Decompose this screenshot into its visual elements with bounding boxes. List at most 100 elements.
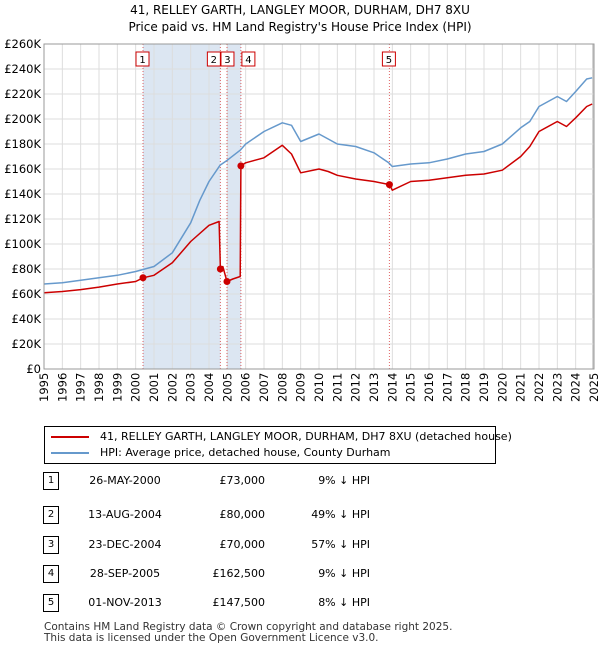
sale-number-badge: 2 [43,506,59,524]
x-tick-label: 1997 [74,373,88,402]
sale-hpi-diff: 9% ↓ HPI [318,567,370,580]
sale-hpi-diff: 49% ↓ HPI [311,508,370,521]
chart-title: 41, RELLEY GARTH, LANGLEY MOOR, DURHAM, … [0,2,600,36]
sale-marker-label: 4 [245,55,251,66]
sale-row: 2 13-AUG-2004 £80,000 49% ↓ HPI [0,506,600,524]
sale-date: 01-NOV-2013 [88,596,162,609]
plot-frame [43,43,595,370]
legend-hpi-label: HPI: Average price, detached house, Coun… [100,446,391,459]
y-tick-label: £140K [4,187,41,201]
y-tick-label: £20K [12,337,42,351]
title-line-1: 41, RELLEY GARTH, LANGLEY MOOR, DURHAM, … [130,3,470,17]
x-tick-label: 1999 [110,373,124,402]
x-tick-label: 1996 [55,373,69,402]
sale-date: 23-DEC-2004 [88,538,162,551]
x-tick-label: 1998 [92,373,106,402]
legend-property-swatch [51,436,89,438]
sale-marker-label: 5 [386,55,392,66]
chart-axes: £0 £20K £40K £60K £80K £100K £120K £140K £160K £1… [4,37,600,402]
sale-marker-label: 1 [139,55,145,66]
hpi-line [43,77,593,285]
sale-marker-label: 2 [211,55,217,66]
legend-property-label: 41, RELLEY GARTH, LANGLEY MOOR, DURHAM, … [100,430,512,443]
sale-price: £73,000 [219,474,266,487]
sale-point [385,181,393,189]
y-tick-label: £100K [4,237,41,251]
y-tick-label: £220K [4,87,41,101]
x-tick-label: 2023 [550,373,564,402]
sale-row: 4 28-SEP-2005 £162,500 9% ↓ HPI [0,565,600,583]
x-tick-label: 2015 [404,373,418,402]
x-tick-label: 2000 [129,373,143,402]
sale-marker-box [220,51,235,67]
sale-number-badge: 4 [43,565,59,583]
sale-period-shade [143,44,221,369]
footer-line-1: Contains HM Land Registry data © Crown c… [44,621,453,633]
x-tick-label: 2006 [239,373,253,402]
chart-legend: 41, RELLEY GARTH, LANGLEY MOOR, DURHAM, … [44,426,512,464]
sale-date: 26-MAY-2000 [89,474,161,487]
chart-series [43,77,593,294]
x-tick-label: 2010 [312,373,326,402]
forecast-shade [592,44,594,369]
y-tick-label: £80K [12,262,42,276]
sale-hpi-diff: 9% ↓ HPI [318,474,370,487]
x-tick-label: 2011 [330,373,344,402]
x-tick-label: 2024 [569,373,583,402]
x-tick-label: 2021 [514,373,528,402]
sale-point [223,278,231,285]
x-tick-label: 2014 [385,373,399,402]
x-tick-label: 2022 [532,373,546,402]
sale-period-shade [226,44,241,369]
y-tick-label: £40K [12,312,42,326]
sale-points [139,162,393,285]
sale-price: £80,000 [219,508,266,521]
sale-row: 3 23-DEC-2004 £70,000 57% ↓ HPI [0,536,600,554]
sale-date: 28-SEP-2005 [89,567,161,580]
sale-point [237,162,245,170]
sale-marker-box [206,51,221,67]
sale-number-badge: 1 [43,472,59,490]
x-tick-label: 2019 [477,373,491,402]
sale-date: 13-AUG-2004 [88,508,162,521]
y-tick-label: £240K [4,62,41,76]
sale-price: £162,500 [212,567,266,580]
x-tick-label: 2001 [147,373,161,402]
legend-hpi-swatch [51,452,89,454]
sale-row: 1 26-MAY-2000 £73,000 9% ↓ HPI [0,472,600,490]
y-tick-label: £60K [12,287,42,301]
x-tick-label: 2008 [275,373,289,402]
sale-hpi-diff: 8% ↓ HPI [318,596,370,609]
sale-marker-box [135,51,150,67]
x-tick-label: 2002 [165,373,179,402]
x-tick-label: 2012 [349,373,363,402]
sale-marker-label: 3 [224,55,230,66]
y-tick-label: £260K [4,37,41,51]
footer-line-2: This data is licensed under the Open Gov… [44,632,379,644]
sale-point [216,265,224,273]
sale-point [139,274,147,282]
y-tick-label: £200K [4,112,41,126]
x-tick-label: 2005 [220,373,234,402]
x-tick-label: 2020 [495,373,509,402]
title-line-2: Price paid vs. HM Land Registry's House … [128,20,472,34]
y-tick-label: £120K [4,212,41,226]
legend-item-property: 41, RELLEY GARTH, LANGLEY MOOR, DURHAM, … [51,429,512,445]
x-tick-label: 2016 [422,373,436,402]
attribution-footer: Contains HM Land Registry data © Crown c… [44,622,452,644]
sale-marker-box [241,51,256,67]
property-price-line [43,103,593,294]
y-tick-label: £160K [4,162,41,176]
x-tick-label: 2009 [294,373,308,402]
x-tick-label: 1995 [37,373,51,402]
sale-number-badge: 5 [43,594,59,612]
sale-hpi-diff: 57% ↓ HPI [311,538,370,551]
y-tick-label: £0 [26,362,41,376]
x-tick-label: 2004 [202,373,216,402]
x-tick-label: 2003 [184,373,198,402]
sale-marker-box [381,51,396,67]
x-tick-label: 2013 [367,373,381,402]
legend-item-hpi: HPI: Average price, detached house, Coun… [51,445,391,461]
sale-number-badge: 3 [43,536,59,554]
